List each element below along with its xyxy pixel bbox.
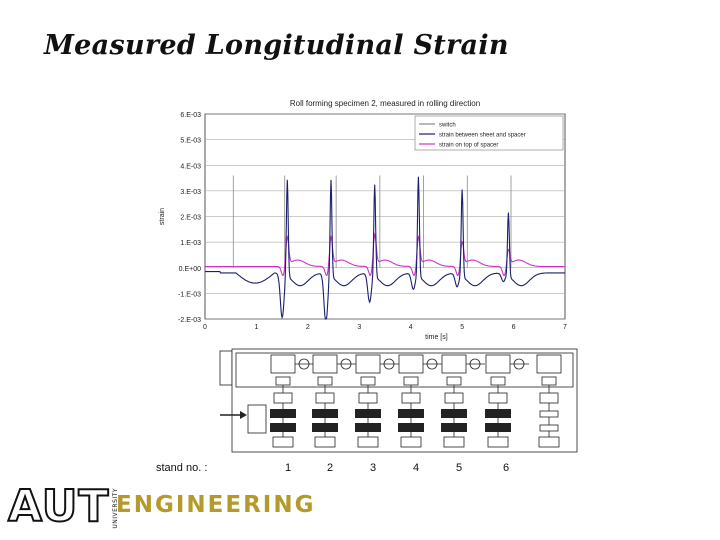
y-tick-label: 6.E-03: [180, 112, 201, 119]
mill-base-block: [443, 436, 465, 448]
y-axis-label: strain: [159, 208, 166, 225]
stand-number-caption: stand no. :: [156, 462, 208, 474]
mill-bearing: [401, 392, 421, 404]
mill-gearbox: [441, 354, 467, 374]
mill-bearing: [488, 392, 508, 404]
mill-upper-roll: [441, 409, 467, 418]
stand-number-4: 4: [412, 462, 420, 474]
stand-number-3: 3: [369, 462, 377, 474]
mill-gearbox: [355, 354, 381, 374]
mill-coupling: [360, 376, 376, 386]
mill-base-block: [400, 436, 422, 448]
y-tick-label: -1.E-03: [178, 291, 201, 298]
mill-lower-roll: [312, 423, 338, 432]
y-tick-label: 2.E-03: [180, 215, 201, 222]
x-tick-label: 4: [409, 324, 413, 331]
stand-number-2: 2: [326, 462, 334, 474]
mill-upper-roll: [270, 409, 296, 418]
mill-coupling: [490, 376, 506, 386]
y-tick-label: 5.E-03: [180, 138, 201, 145]
mill-base-block: [487, 436, 509, 448]
mill-gearbox: [485, 354, 511, 374]
mill-lower-roll: [441, 423, 467, 432]
mill-lower-roll: [270, 423, 296, 432]
series-line-top-of-spacer: [205, 232, 565, 277]
mill-base-block: [314, 436, 336, 448]
mill-gearbox: [270, 354, 296, 374]
x-tick-label: 5: [460, 324, 464, 331]
stand-number-1: 1: [284, 462, 292, 474]
mill-entry-arrowhead: [240, 411, 247, 419]
legend-label: switch: [439, 123, 456, 129]
y-tick-label: -2.E-03: [178, 317, 201, 324]
logo-engineering-text: ENGINEERING: [116, 492, 316, 518]
mill-coupling: [403, 376, 419, 386]
mill-exit-guide: [539, 410, 559, 418]
mill-lower-roll: [355, 423, 381, 432]
legend-label: strain between sheet and spacer: [439, 133, 526, 139]
x-tick-label: 7: [563, 324, 567, 331]
mill-base-block: [538, 436, 560, 448]
mill-exit-guide: [539, 424, 559, 432]
mill-bearing: [444, 392, 464, 404]
chart-title: Roll forming specimen 2, measured in rol…: [290, 99, 480, 108]
mill-bearing: [539, 392, 559, 404]
y-tick-label: 4.E-03: [180, 163, 201, 170]
mill-gearbox: [536, 354, 562, 374]
mill-bearing: [273, 392, 293, 404]
mill-bearing: [358, 392, 378, 404]
legend-label: strain on top of spacer: [439, 143, 498, 149]
stand-number-6: 6: [502, 462, 510, 474]
mill-upper-roll: [398, 409, 424, 418]
mill-gearbox: [312, 354, 338, 374]
mill-motor-box: [219, 350, 233, 386]
x-tick-label: 2: [306, 324, 310, 331]
logo-aut-text: AUT: [7, 481, 110, 532]
mill-upper-roll: [312, 409, 338, 418]
legend-box: [414, 115, 564, 151]
strain-chart: Roll forming specimen 2, measured in rol…: [159, 99, 567, 341]
y-tick-label: 3.E-03: [180, 189, 201, 196]
slide-title: Measured Longitudinal Strain: [44, 30, 509, 61]
roll-forming-mill-diagram: [219, 348, 578, 453]
x-tick-label: 1: [254, 324, 258, 331]
x-tick-label: 6: [512, 324, 516, 331]
mill-gearbox: [398, 354, 424, 374]
mill-base-block: [272, 436, 294, 448]
mill-coupling: [541, 376, 557, 386]
x-tick-label: 0: [203, 324, 207, 331]
mill-upper-roll: [355, 409, 381, 418]
x-axis-label: time [s]: [425, 334, 448, 341]
mill-entry-guide: [247, 404, 267, 434]
mill-coupling: [275, 376, 291, 386]
y-tick-label: 1.E-03: [180, 240, 201, 247]
mill-coupling: [317, 376, 333, 386]
stand-number-5: 5: [455, 462, 463, 474]
mill-base-block: [357, 436, 379, 448]
y-tick-label: 0.E+00: [179, 266, 201, 273]
mill-lower-roll: [485, 423, 511, 432]
mill-bearing: [315, 392, 335, 404]
series-line-between-sheet-and-spacer: [205, 176, 565, 320]
x-tick-label: 3: [357, 324, 361, 331]
mill-upper-roll: [485, 409, 511, 418]
mill-coupling: [446, 376, 462, 386]
mill-lower-roll: [398, 423, 424, 432]
